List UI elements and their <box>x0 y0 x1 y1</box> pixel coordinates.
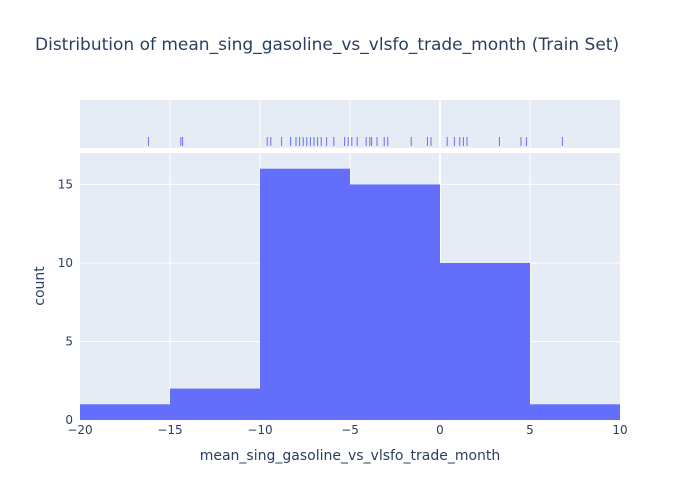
histogram-bar <box>350 184 440 420</box>
y-tick-label: 0 <box>65 413 73 427</box>
histogram-bar <box>260 168 350 420</box>
x-tick-label: 10 <box>612 423 627 437</box>
x-axis-tick-labels: −20 −15 −10 −5 0 5 10 <box>67 423 627 437</box>
histogram-bar <box>530 404 620 420</box>
x-tick-label: −5 <box>341 423 359 437</box>
x-tick-label: −10 <box>247 423 272 437</box>
histogram-bar <box>80 404 170 420</box>
y-tick-label: 15 <box>58 177 73 191</box>
x-axis-label: mean_sing_gasoline_vs_vlsfo_trade_month <box>200 448 501 464</box>
histogram-bar <box>440 262 530 420</box>
y-tick-label: 5 <box>65 334 73 348</box>
y-axis-label: count <box>32 266 48 306</box>
rug-gridlines <box>169 100 531 148</box>
y-axis-tick-labels: 0 5 10 15 <box>58 177 73 427</box>
histogram-bar <box>170 388 260 420</box>
x-tick-label: 5 <box>526 423 534 437</box>
chart-title: Distribution of mean_sing_gasoline_vs_vl… <box>35 35 619 55</box>
x-tick-label: −20 <box>67 423 92 437</box>
rug-marks <box>147 137 563 146</box>
histogram-bars <box>80 168 620 420</box>
x-tick-label: −15 <box>157 423 182 437</box>
y-tick-label: 10 <box>58 256 73 270</box>
x-tick-label: 0 <box>436 423 444 437</box>
